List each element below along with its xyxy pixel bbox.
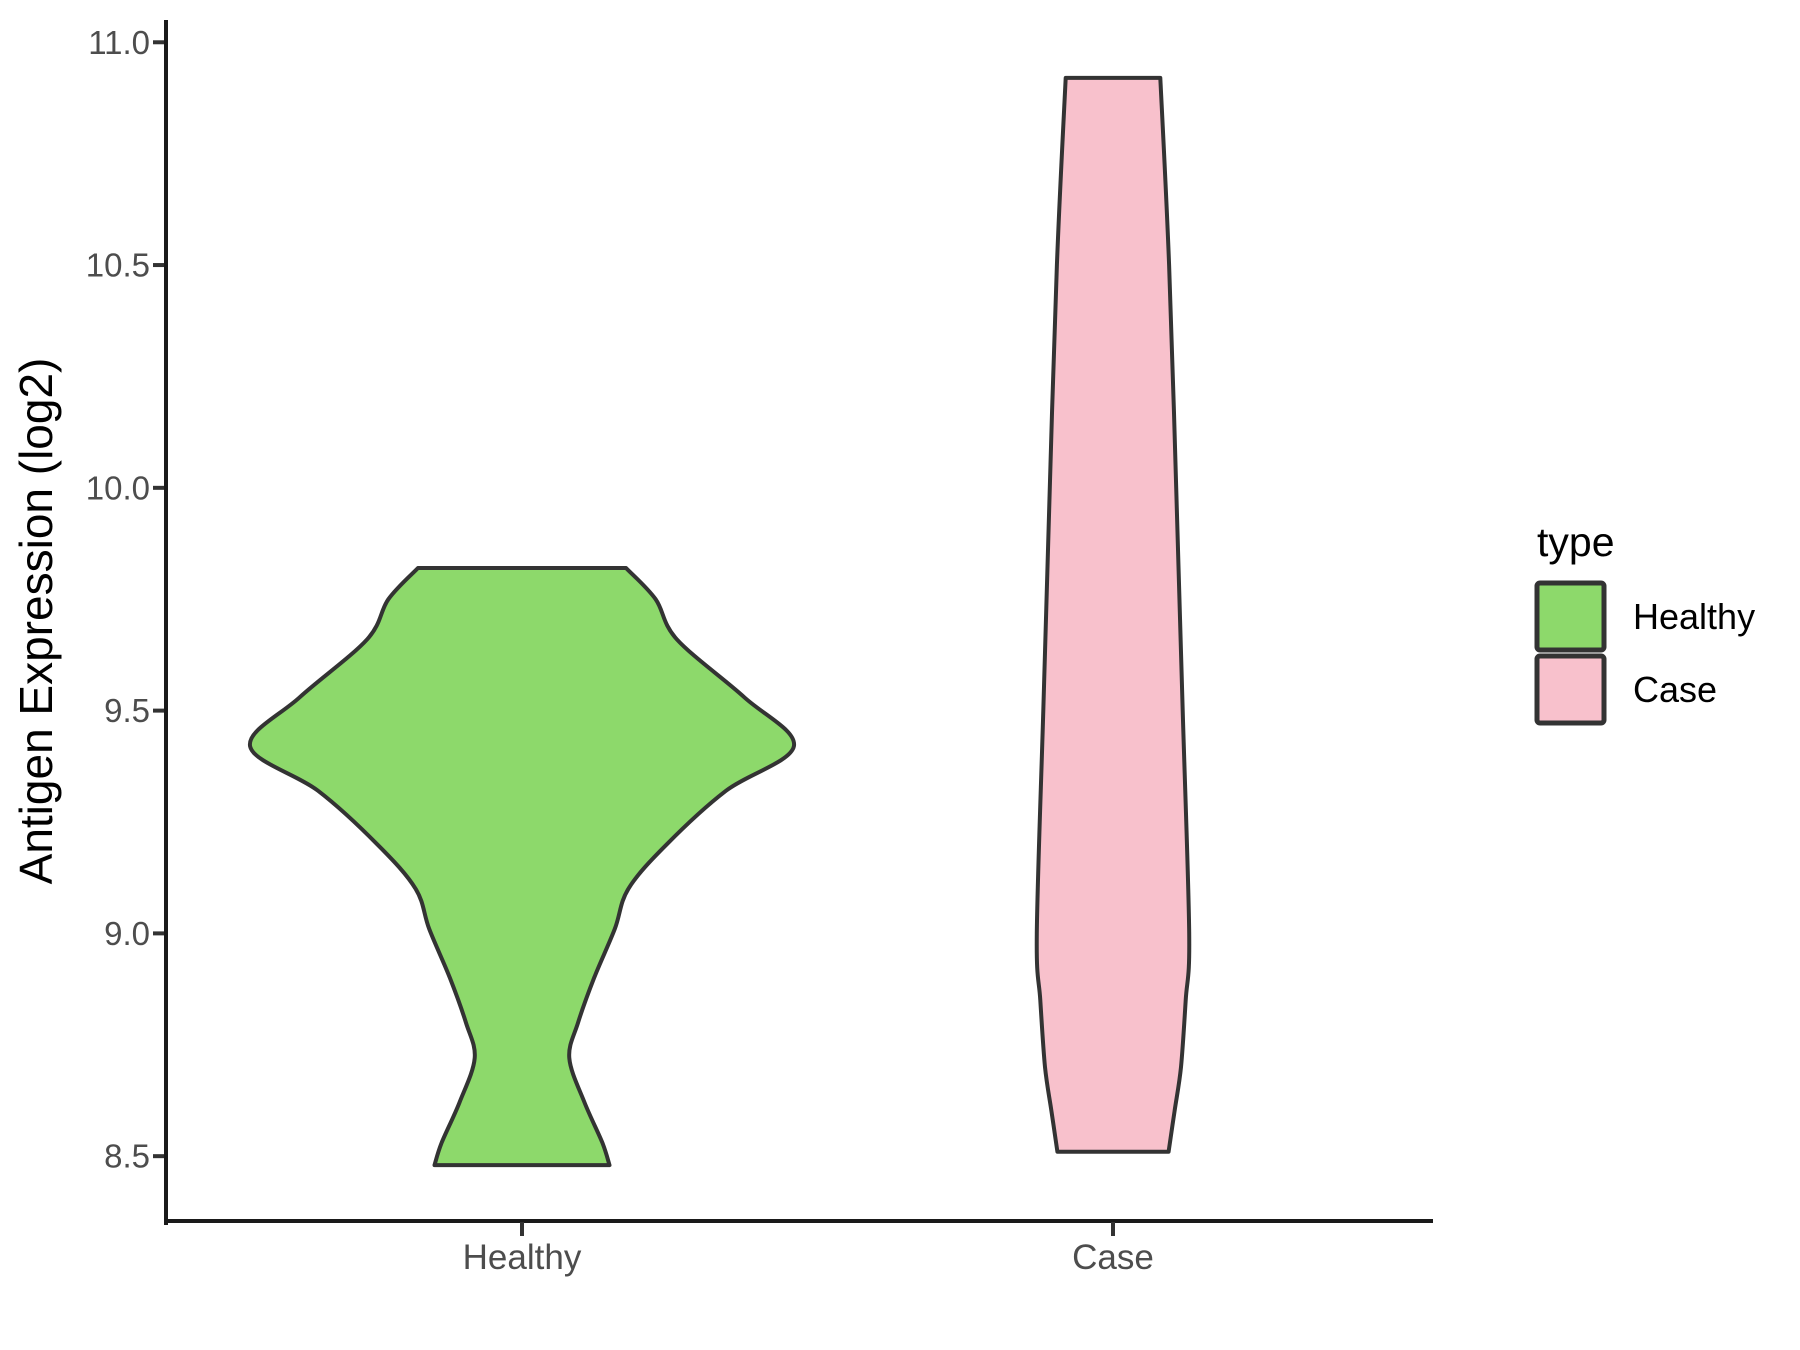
legend-label-healthy: Healthy [1633,596,1755,637]
y-tick-label-10.0: 10.0 [86,469,150,506]
y-tick-label-10.5: 10.5 [86,247,150,284]
ticks-layer [153,40,1115,1236]
x-tick-label-healthy: Healthy [463,1238,582,1277]
violins-layer [248,75,1192,1168]
y-axis-title: Antigen Expression (log2) [10,358,62,885]
axes-layer [164,20,1433,1225]
violin-healthy [248,566,796,1168]
legend-swatch-healthy [1534,580,1607,653]
y-tick-label-9.0: 9.0 [104,915,150,952]
x-tick-label-case: Case [1072,1238,1154,1277]
legend-title: type [1537,519,1615,565]
y-tick-label-8.5: 8.5 [104,1138,150,1175]
legend-label-case: Case [1633,669,1717,710]
legend: type Healthy Case [1534,519,1755,726]
labels-layer: 11.0 10.5 10.0 9.5 9.0 8.5 Healthy Case Antigen … [10,24,1154,1277]
y-tick-label-11.0: 11.0 [88,24,150,61]
violin-case [1034,75,1192,1154]
legend-swatch-case [1534,653,1607,726]
y-tick-label-9.5: 9.5 [104,692,150,729]
